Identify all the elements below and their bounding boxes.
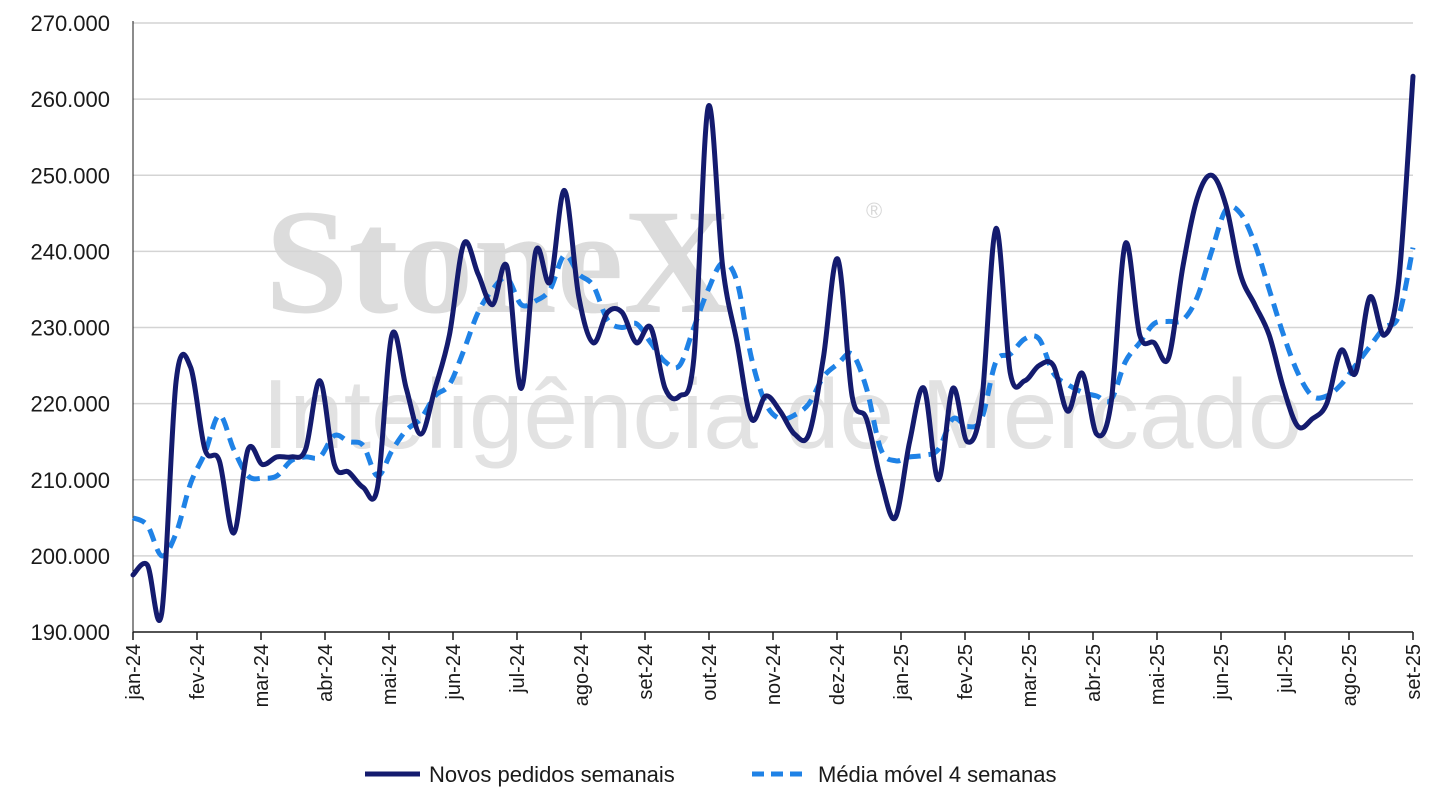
x-tick-label: jun-25	[1211, 644, 1233, 701]
x-tick-label: nov-24	[763, 644, 785, 705]
y-tick-label: 260.000	[30, 87, 110, 112]
watermark-registered-mark: ®	[866, 198, 882, 223]
legend: Novos pedidos semanais Média móvel 4 sem…	[365, 762, 1056, 787]
watermark-brand: StoneX	[265, 179, 732, 345]
x-tick-label: jul-24	[507, 644, 529, 694]
y-tick-label: 240.000	[30, 239, 110, 264]
legend-label-novos-pedidos: Novos pedidos semanais	[429, 762, 675, 787]
x-tick-label: mai-25	[1147, 644, 1169, 705]
x-tick-label: mar-24	[251, 644, 273, 707]
series-line-media-movel	[131, 203, 1416, 559]
y-tick-label: 210.000	[30, 468, 110, 493]
x-tick-label: jul-25	[1275, 644, 1297, 694]
x-tick-label: abr-24	[315, 644, 337, 702]
y-tick-label: 250.000	[30, 163, 110, 188]
series-line-novos-pedidos	[130, 73, 1416, 624]
y-tick-label: 200.000	[30, 544, 110, 569]
legend-label-media-movel: Média móvel 4 semanas	[818, 762, 1056, 787]
x-tick-label: set-24	[635, 644, 657, 700]
y-tick-label: 270.000	[30, 11, 110, 36]
x-tick-label: jun-24	[443, 644, 465, 701]
x-tick-label: dez-24	[827, 644, 849, 705]
x-axis: jan-24 fev-24 mar-24 abr-24 mai-24 jun-24 jul-…	[123, 21, 1425, 707]
series-lines	[130, 73, 1416, 624]
x-tick-label: jan-24	[123, 644, 145, 701]
x-tick-label: abr-25	[1083, 644, 1105, 702]
x-tick-label: ago-25	[1339, 644, 1361, 706]
x-tick-label: ago-24	[571, 644, 593, 706]
x-tick-label: fev-25	[955, 644, 977, 700]
x-tick-label: set-25	[1403, 644, 1425, 700]
x-tick-label: out-24	[699, 644, 721, 701]
y-tick-label: 190.000	[30, 620, 110, 645]
y-tick-label: 230.000	[30, 316, 110, 341]
x-tick-label: mai-24	[379, 644, 401, 705]
x-tick-label: mar-25	[1019, 644, 1041, 707]
y-tick-label: 220.000	[30, 392, 110, 417]
x-tick-label: fev-24	[187, 644, 209, 700]
x-tick-label: jan-25	[891, 644, 913, 701]
y-axis: 190.000 200.000 210.000 220.000 230.000 240.0…	[30, 11, 110, 645]
